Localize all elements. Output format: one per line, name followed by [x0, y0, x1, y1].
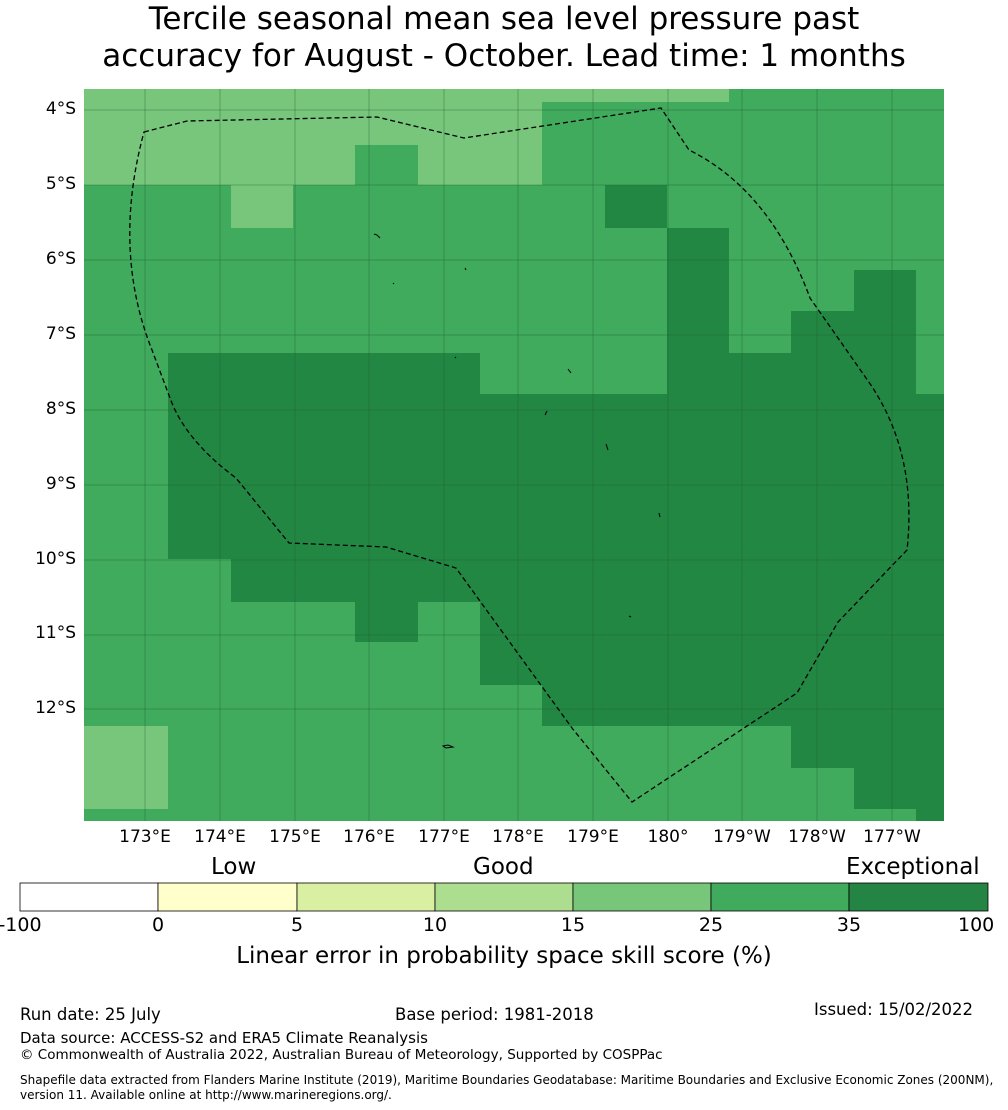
lon-label: 177°W: [863, 827, 921, 847]
shapefile-credit-line-1: Shapefile data extracted from Flanders M…: [20, 1073, 994, 1087]
lon-label: 179°E: [567, 827, 619, 847]
lon-label: 174°E: [194, 827, 246, 847]
colorbar-tick: 5: [290, 914, 304, 936]
map-cell: [916, 809, 944, 821]
lon-label: 180°: [647, 827, 689, 847]
colorbar-tick: 25: [698, 914, 724, 936]
colorbar-tick: -100: [0, 914, 42, 936]
colorbar-bin: [848, 882, 989, 912]
colorbar-category-low: Low: [211, 854, 257, 880]
lon-label: 178°W: [788, 827, 846, 847]
map-cell: [480, 602, 944, 685]
island: [628, 615, 632, 618]
map-cell: [84, 726, 168, 809]
base-period: Base period: 1981-2018: [395, 1005, 594, 1024]
lat-label: 11°S: [35, 623, 76, 643]
colorbar-bin: [296, 882, 436, 912]
lon-label: 177°E: [418, 827, 470, 847]
lon-label: 176°E: [343, 827, 395, 847]
colorbar-bin: [572, 882, 712, 912]
map-title-line-2: accuracy for August - October. Lead time…: [102, 38, 906, 74]
colorbar: [19, 882, 989, 912]
island: [373, 233, 381, 239]
map-cells: [84, 89, 944, 821]
island: [441, 744, 455, 749]
map-cell: [168, 394, 944, 559]
colorbar-tick: 15: [560, 914, 586, 936]
colorbar-category-exceptional: Exceptional: [846, 854, 980, 880]
run-date: Run date: 25 July: [20, 1005, 161, 1024]
lat-label: 4°S: [45, 99, 76, 119]
map-cell: [231, 559, 944, 602]
map-cell: [791, 311, 854, 394]
lon-label: 179°W: [713, 827, 771, 847]
map-cell: [667, 228, 729, 394]
lat-label: 9°S: [45, 474, 76, 494]
colorbar-tick: 100: [958, 914, 995, 936]
lat-label: 6°S: [45, 249, 76, 269]
island: [544, 410, 548, 416]
colorbar-label: Linear error in probability space skill …: [236, 943, 772, 969]
lat-label: 8°S: [45, 399, 76, 419]
map-cell: [854, 270, 916, 394]
colorbar-category-good: Good: [473, 854, 534, 880]
map-cell: [168, 353, 480, 394]
colorbar-tick: 0: [151, 914, 165, 936]
map-title-line-1: Tercile seasonal mean sea level pressure…: [148, 1, 860, 37]
lon-label: 178°E: [492, 827, 544, 847]
colorbar-bin: [710, 882, 850, 912]
map-cell: [418, 145, 542, 185]
map-cell: [729, 353, 791, 394]
lon-label: 175°E: [269, 827, 321, 847]
eez-boundary: [129, 107, 910, 803]
colorbar-bin: [434, 882, 574, 912]
map-cell: [791, 726, 944, 768]
issued-date: Issued: 15/02/2022: [814, 1000, 974, 1019]
island: [454, 356, 457, 359]
data-source: Data source: ACCESS-S2 and ERA5 Climate …: [20, 1029, 428, 1047]
colorbar-bin: [157, 882, 298, 912]
island: [567, 368, 572, 374]
lat-label: 5°S: [45, 174, 76, 194]
map-cell: [542, 685, 944, 726]
lat-label: 10°S: [35, 549, 76, 569]
map-gridlines: [84, 89, 944, 821]
island: [658, 512, 661, 518]
map-cell: [854, 768, 944, 809]
lat-label: 12°S: [35, 698, 76, 718]
colorbar-tick: 10: [422, 914, 448, 936]
islands: [373, 233, 661, 749]
map-cell: [605, 185, 667, 228]
shapefile-credit-line-2: version 11. Available online at http://w…: [20, 1088, 392, 1102]
lon-label: 173°E: [119, 827, 171, 847]
island: [605, 443, 609, 451]
island: [392, 282, 395, 285]
lat-label: 7°S: [45, 324, 76, 344]
map-cell: [84, 145, 355, 185]
colorbar-bin: [19, 882, 159, 912]
island: [464, 267, 467, 271]
map-cell: [355, 602, 418, 642]
map-cell: [84, 102, 542, 145]
colorbar-tick: 35: [836, 914, 862, 936]
copyright: © Commonwealth of Australia 2022, Austra…: [20, 1047, 663, 1063]
map-cell: [231, 185, 293, 228]
map-cell: [84, 89, 729, 102]
